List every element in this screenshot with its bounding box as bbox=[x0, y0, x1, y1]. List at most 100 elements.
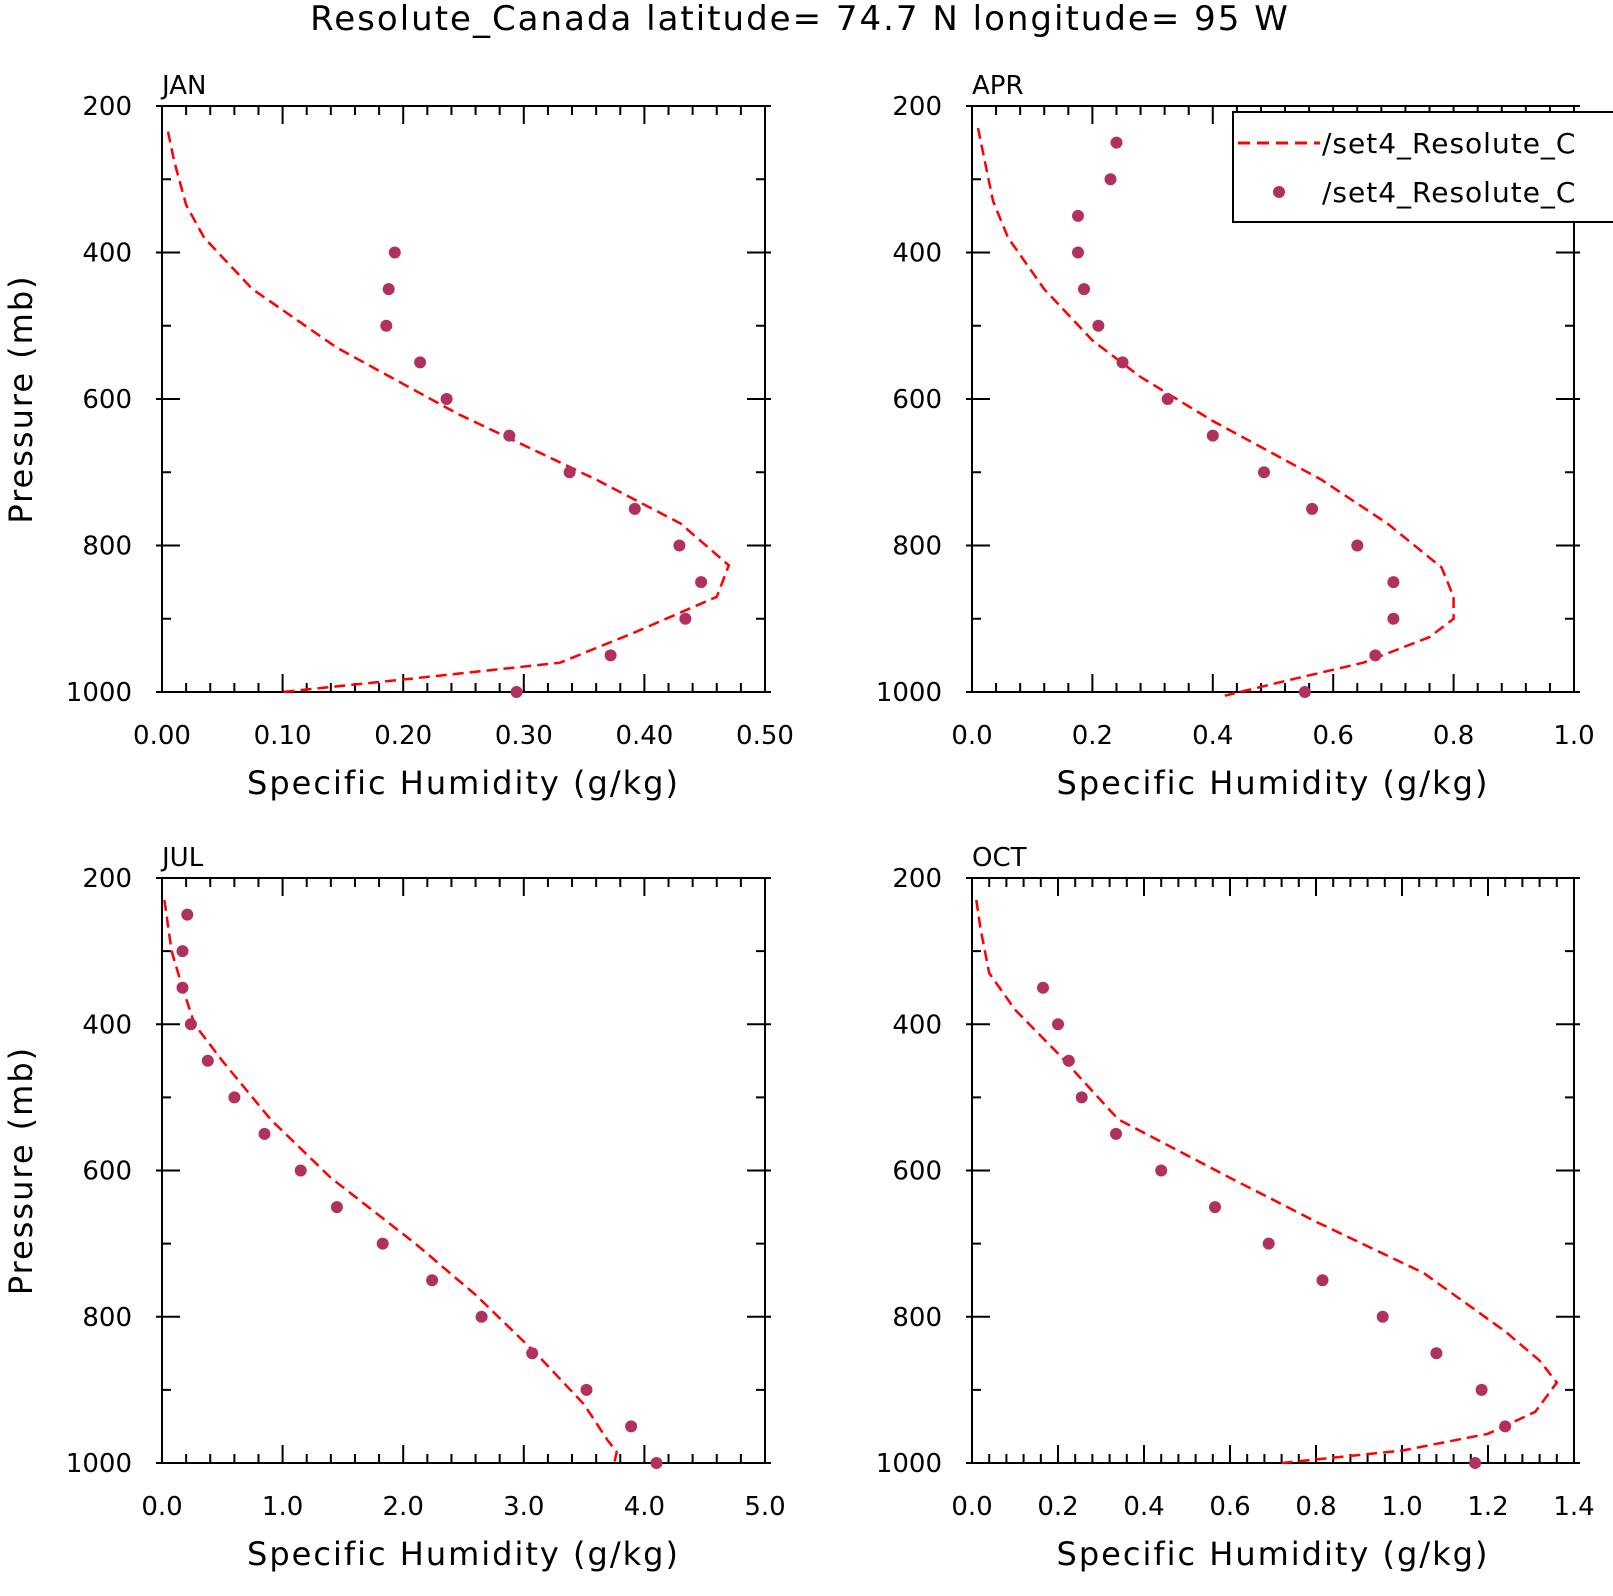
obs-point bbox=[1062, 1054, 1075, 1067]
obs-point bbox=[426, 1274, 439, 1287]
x-axis-label: Specific Humidity (g/kg) bbox=[1057, 764, 1490, 802]
obs-point bbox=[1037, 981, 1049, 994]
y-tick-label: 600 bbox=[892, 385, 942, 415]
obs-point bbox=[380, 319, 393, 332]
legend-frame bbox=[1232, 111, 1613, 223]
obs-point bbox=[1376, 1310, 1389, 1323]
panel-jan: JAN 0.00 0.10 0.20 0.30 0.40 0.50 200 400 600 800 1… bbox=[2, 71, 794, 802]
obs-point bbox=[1209, 1201, 1221, 1214]
y-tick-label: 600 bbox=[82, 385, 132, 415]
y-tick-label: 1000 bbox=[876, 678, 942, 708]
legend: /set4_Resolute_C /set4_Resolute_C bbox=[1232, 111, 1613, 223]
obs-point bbox=[1052, 1018, 1064, 1031]
y-tick-label: 400 bbox=[82, 1010, 132, 1040]
y-tick-label: 1000 bbox=[66, 678, 132, 708]
obs-point bbox=[510, 686, 523, 698]
y-tick-label: 600 bbox=[82, 1157, 132, 1187]
x-tick-label: 1.2 bbox=[1467, 1492, 1508, 1522]
obs-point bbox=[376, 1237, 389, 1250]
obs-point bbox=[1155, 1164, 1168, 1177]
panel-label: JAN bbox=[160, 71, 206, 101]
y-tick-label: 200 bbox=[892, 92, 942, 122]
plot-frame bbox=[161, 877, 766, 1464]
obs-point bbox=[1110, 136, 1123, 149]
obs-point bbox=[1258, 466, 1270, 479]
obs-point bbox=[1298, 686, 1311, 698]
model-series-line bbox=[166, 131, 731, 694]
obs-point bbox=[1430, 1347, 1443, 1360]
obs-point bbox=[1499, 1420, 1512, 1433]
x-tick-label: 0.6 bbox=[1209, 1492, 1250, 1522]
y-tick-label: 600 bbox=[892, 1157, 942, 1187]
obs-point bbox=[679, 612, 692, 625]
x-tick-label: 0.8 bbox=[1295, 1492, 1336, 1522]
x-tick-label: 0.40 bbox=[615, 721, 673, 751]
obs-point bbox=[563, 466, 576, 479]
obs-point bbox=[330, 1201, 343, 1214]
obs-point bbox=[1306, 502, 1319, 515]
obs-point bbox=[440, 393, 453, 405]
x-axis-label: Specific Humidity (g/kg) bbox=[247, 764, 680, 802]
x-tick-label: 0.30 bbox=[495, 721, 553, 751]
legend-obs-swatch bbox=[1273, 186, 1285, 198]
x-tick-label: 0.0 bbox=[951, 721, 992, 751]
y-tick-label: 800 bbox=[892, 532, 942, 562]
obs-point bbox=[1475, 1383, 1488, 1396]
y-tick-label: 800 bbox=[82, 1303, 132, 1333]
obs-point bbox=[1369, 649, 1382, 662]
y-tick-label: 200 bbox=[892, 864, 942, 894]
y-axis-label: Pressure (mb) bbox=[2, 274, 40, 523]
figure-title: Resolute_Canada latitude= 74.7 N longitu… bbox=[310, 0, 1290, 39]
y-tick-label: 200 bbox=[82, 92, 132, 122]
obs-point bbox=[1387, 576, 1400, 589]
y-tick-label: 200 bbox=[82, 864, 132, 894]
x-tick-label: 3.0 bbox=[503, 1492, 544, 1522]
obs-point bbox=[1072, 209, 1084, 222]
x-tick-label: 1.0 bbox=[1553, 721, 1594, 751]
obs-point bbox=[1316, 1274, 1329, 1287]
obs-point bbox=[604, 649, 617, 662]
obs-point bbox=[184, 1018, 197, 1031]
panel-label: OCT bbox=[972, 843, 1027, 873]
plot-frame bbox=[971, 877, 1575, 1464]
x-tick-label: 0.6 bbox=[1313, 721, 1354, 751]
panel-jul: JUL 0.0 1.0 2.0 3.0 4.0 5.0 200 400 600 800 1000 Spe… bbox=[2, 843, 786, 1573]
x-tick-label: 0.00 bbox=[133, 721, 191, 751]
x-tick-label: 0.4 bbox=[1123, 1492, 1164, 1522]
y-tick-label: 400 bbox=[892, 239, 942, 269]
obs-point bbox=[580, 1383, 593, 1396]
obs-point bbox=[1387, 612, 1400, 625]
obs-point bbox=[1075, 1091, 1088, 1104]
obs-point bbox=[673, 539, 686, 552]
x-axis-label: Specific Humidity (g/kg) bbox=[247, 1535, 680, 1573]
obs-point bbox=[625, 1420, 638, 1433]
x-tick-label: 1.0 bbox=[1381, 1492, 1422, 1522]
y-tick-label: 400 bbox=[82, 239, 132, 269]
panel-apr: APR 0.0 0.2 0.4 0.6 0.8 1.0 200 400 600 800 1000 Spe… bbox=[876, 71, 1595, 802]
x-tick-label: 0.20 bbox=[374, 721, 432, 751]
obs-point bbox=[1110, 1127, 1122, 1140]
obs-point bbox=[258, 1127, 271, 1140]
obs-point bbox=[1469, 1457, 1482, 1469]
obs-point bbox=[526, 1347, 539, 1360]
obs-point bbox=[503, 429, 516, 442]
x-tick-label: 0.2 bbox=[1037, 1492, 1078, 1522]
obs-point bbox=[176, 981, 189, 994]
panel-label: JUL bbox=[160, 843, 204, 873]
panels-layer: JAN 0.00 0.10 0.20 0.30 0.40 0.50 200 400 600 800 1… bbox=[2, 71, 1595, 1573]
x-tick-label: 0.10 bbox=[254, 721, 312, 751]
y-axis-label: Pressure (mb) bbox=[2, 1046, 40, 1295]
obs-point bbox=[414, 356, 427, 369]
panel-oct: OCT 0.0 0.2 0.4 0.6 0.8 1.0 1.2 1.4 200 400 600 800 1… bbox=[876, 843, 1595, 1573]
obs-point bbox=[1078, 283, 1090, 296]
x-axis-label: Specific Humidity (g/kg) bbox=[1057, 1535, 1490, 1573]
legend-model-label: /set4_Resolute_C bbox=[1322, 127, 1576, 160]
obs-point bbox=[1116, 356, 1129, 369]
obs-point bbox=[294, 1164, 307, 1177]
obs-point bbox=[181, 908, 194, 921]
legend-obs-label: /set4_Resolute_C bbox=[1322, 176, 1576, 209]
obs-point bbox=[1072, 246, 1084, 259]
model-series-line bbox=[975, 899, 1559, 1465]
model-series-line bbox=[976, 127, 1455, 697]
